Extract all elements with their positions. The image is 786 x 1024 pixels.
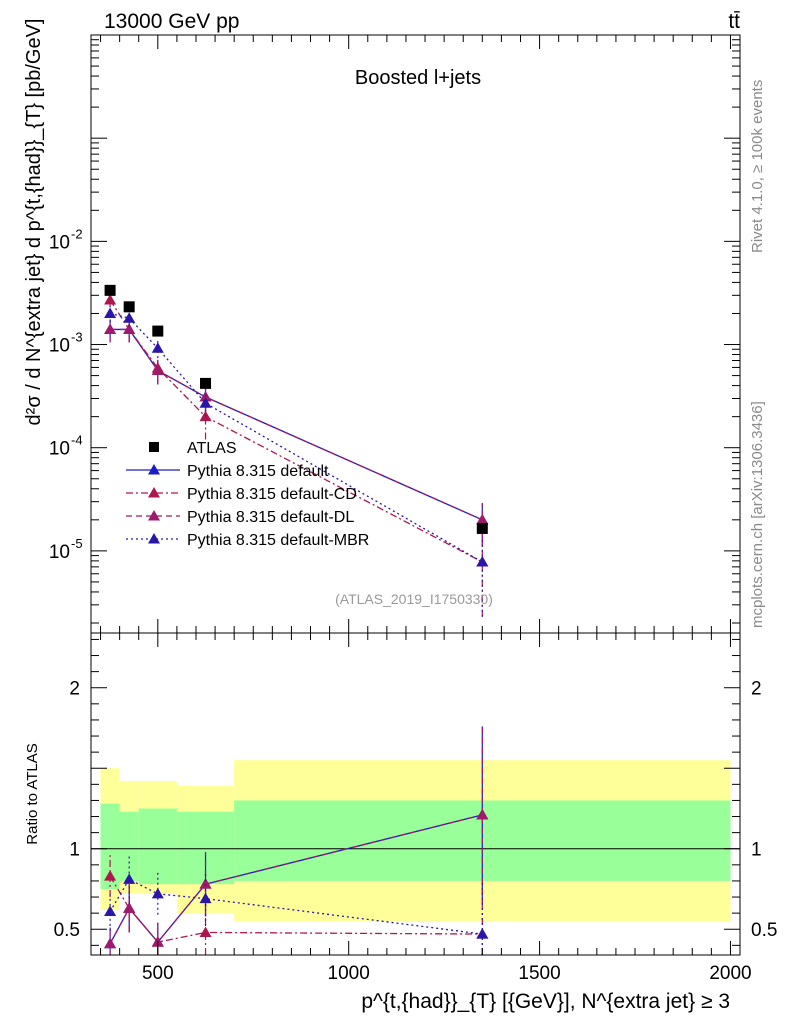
main-series-3-point xyxy=(199,397,212,408)
ratio-x-tick-label: 500 xyxy=(142,963,174,984)
rivet-version-label: Rivet 4.1.0, ≥ 100k events xyxy=(749,80,766,253)
ratio-y-tick-label-right: 2 xyxy=(751,679,762,700)
main-y-tick-exponent: -5 xyxy=(71,536,83,551)
energy-label: 13000 GeV pp xyxy=(104,10,239,33)
main-y-tick-exponent: -3 xyxy=(71,330,83,345)
main-y-axis-label: d²σ / d N^{extra jet} d p^{t,{had}}_{T} … xyxy=(23,19,45,426)
legend-marker-2 xyxy=(148,510,160,521)
main-y-tick-exponent: -4 xyxy=(71,433,83,448)
main-series-3-point xyxy=(123,312,136,323)
atlas-data-point xyxy=(152,325,164,337)
band-inner-2 xyxy=(138,808,177,885)
legend: ATLAS Pythia 8.315 default Pythia 8.315 de… xyxy=(126,440,369,549)
ratio-series-3-point xyxy=(476,928,489,939)
ratio-x-tick-label: 2000 xyxy=(709,963,751,984)
ratio-plot-area xyxy=(91,726,740,955)
ratio-x-tick-label: 1000 xyxy=(328,963,370,984)
ratio-series-3-point xyxy=(123,873,136,884)
ratio-y-tick-label-left: 0.5 xyxy=(54,920,80,941)
band-inner-1 xyxy=(119,811,139,881)
legend-marker-atlas xyxy=(149,442,159,452)
main-series-2-point xyxy=(151,364,164,376)
legend-marker-3 xyxy=(148,533,160,544)
ratio-y-axis-label: Ratio to ATLAS xyxy=(24,743,41,844)
ratio-series-1-point xyxy=(199,926,212,937)
main-series-1-point xyxy=(104,294,117,305)
main-y-tick-label: 10 xyxy=(49,439,70,460)
ratio-series-3-point xyxy=(104,905,117,917)
ratio-plot-frame xyxy=(90,632,741,956)
ratio-series-2-point xyxy=(199,878,212,889)
analysis-label: (ATLAS_2019_I1750330) xyxy=(335,591,493,607)
ratio-series-2-point xyxy=(123,902,136,913)
main-plot-area xyxy=(104,284,489,617)
legend-label-0: Pythia 8.315 default xyxy=(187,463,329,480)
ratio-y-tick-label-left: 2 xyxy=(69,679,80,700)
ratio-series-3-point xyxy=(199,892,212,904)
main-series-3-point xyxy=(151,342,164,353)
x-axis-label: p^{t,{had}}_{T} [{GeV}], N^{extra jet} ≥… xyxy=(361,990,730,1013)
main-y-tick-exponent: -2 xyxy=(71,226,83,241)
band-inner-0 xyxy=(100,803,120,889)
main-y-tick-label: 10 xyxy=(49,542,70,563)
ratio-series-3-line xyxy=(109,878,483,935)
ratio-axes: 500 1000 1500 2000 0.5 0.5 1 1 2 2 xyxy=(54,633,777,984)
process-label: tt̄ xyxy=(728,10,740,33)
ratio-series-2-point xyxy=(476,808,489,820)
legend-marker-1 xyxy=(148,487,160,498)
legend-label-3: Pythia 8.315 default-MBR xyxy=(187,532,369,549)
main-series-2-point xyxy=(123,323,136,334)
chart-title: Boosted l+jets xyxy=(355,67,481,89)
legend-label-1: Pythia 8.315 default-CD xyxy=(187,486,357,503)
main-series-2-point xyxy=(476,513,489,525)
main-series-3-point xyxy=(476,556,489,567)
ratio-series-2-point xyxy=(104,937,117,949)
ratio-series-1-point xyxy=(104,870,117,881)
main-series-2-line xyxy=(110,328,483,521)
atlas-data-point xyxy=(123,301,135,313)
main-series-3-point xyxy=(104,307,117,318)
ratio-y-tick-label-right: 1 xyxy=(751,840,762,861)
main-y-tick-label: 10 xyxy=(49,232,70,253)
legend-marker-0 xyxy=(148,464,160,475)
mcplots-label: mcplots.cern.ch [arXiv:1306.3436] xyxy=(749,401,766,628)
main-series-1-line xyxy=(109,299,483,563)
ratio-series-3-point xyxy=(151,887,164,899)
ratio-y-tick-label-right: 0.5 xyxy=(751,920,777,941)
ratio-x-tick-label: 1500 xyxy=(518,963,560,984)
ratio-y-tick-label-left: 1 xyxy=(69,840,80,861)
main-series-2-point xyxy=(104,323,117,334)
atlas-data-point xyxy=(104,284,116,296)
legend-label-atlas: ATLAS xyxy=(187,440,237,457)
atlas-data-point xyxy=(200,377,212,389)
main-y-tick-label: 10 xyxy=(49,336,70,357)
main-axes: 10-510-410-310-2 xyxy=(49,34,740,633)
legend-label-2: Pythia 8.315 default-DL xyxy=(187,509,354,526)
atlas-data-point xyxy=(476,522,488,534)
